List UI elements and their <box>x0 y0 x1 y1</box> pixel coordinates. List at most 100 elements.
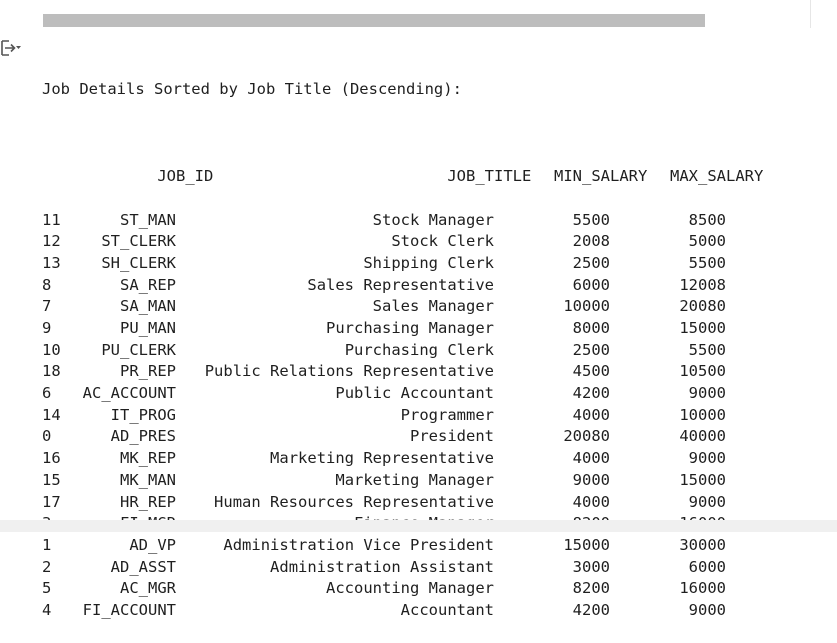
row-job-title: Human Resources Representative <box>214 492 494 511</box>
row-max-salary: 40000 <box>679 427 726 446</box>
row-max-salary: 16000 <box>679 579 726 598</box>
scrollbar-thumb[interactable] <box>43 14 705 27</box>
row-max-salary: 6000 <box>688 557 726 576</box>
row-max-salary: 10500 <box>679 362 726 381</box>
row-max-salary: 12008 <box>679 275 726 294</box>
row-job-title: Marketing Representative <box>270 449 494 468</box>
row-index: 2 <box>42 557 52 576</box>
row-index: 18 <box>42 362 61 381</box>
table-row: 7 SA_MAN Sales Manager 10000 20080 <box>42 296 763 318</box>
bottom-bar <box>0 520 837 532</box>
table-row: 11 ST_MAN Stock Manager 5500 8500 <box>42 210 763 232</box>
row-max-salary: 8500 <box>688 210 726 229</box>
row-job-id: SA_MAN <box>120 297 176 316</box>
row-job-title: Accountant <box>400 600 494 619</box>
row-index: 11 <box>42 210 61 229</box>
row-index: 17 <box>42 492 61 511</box>
row-max-salary: 9000 <box>688 492 726 511</box>
table-row: 0 AD_PRES President 20080 40000 <box>42 426 763 448</box>
row-max-salary: 15000 <box>679 470 726 489</box>
row-index: 8 <box>42 275 52 294</box>
row-index: 4 <box>42 600 52 619</box>
table-row: 1 AD_VP Administration Vice President 15000… <box>42 535 763 557</box>
row-job-id: MK_MAN <box>120 470 176 489</box>
row-min-salary: 20080 <box>563 427 610 446</box>
row-index: 14 <box>42 405 61 424</box>
row-job-id: MK_REP <box>120 449 176 468</box>
row-job-id: AC_ACCOUNT <box>82 384 176 403</box>
table-row: 16 MK_REP Marketing Representative 4000 9000 <box>42 448 763 470</box>
cell-output: Job Details Sorted by Job Title (Descend… <box>42 36 763 643</box>
row-job-title: Administration Assistant <box>270 557 494 576</box>
row-min-salary: 2500 <box>572 253 610 272</box>
output-title: Job Details Sorted by Job Title (Descend… <box>42 80 462 99</box>
row-max-salary: 9000 <box>688 449 726 468</box>
row-index: 5 <box>42 579 52 598</box>
row-job-id: ST_MAN <box>120 210 176 229</box>
table-row: 17 HR_REP Human Resources Representative 40… <box>42 492 763 514</box>
header-max-salary: MAX_SALARY <box>670 167 764 186</box>
row-job-id: AD_VP <box>129 535 176 554</box>
row-min-salary: 4500 <box>572 362 610 381</box>
table-row: 13 SH_CLERK Shipping Clerk 2500 5500 <box>42 253 763 275</box>
table-row: 9 PU_MAN Purchasing Manager 8000 15000 <box>42 318 763 340</box>
row-min-salary: 2500 <box>572 340 610 359</box>
row-job-id: PU_MAN <box>120 319 176 338</box>
row-min-salary: 4000 <box>572 405 610 424</box>
table-row: 5 AC_MGR Accounting Manager 8200 16000 <box>42 578 763 600</box>
row-job-id: AC_MGR <box>120 579 176 598</box>
row-job-title: Public Relations Representative <box>204 362 494 381</box>
row-max-salary: 9000 <box>688 600 726 619</box>
row-max-salary: 9000 <box>688 384 726 403</box>
row-job-id: PU_CLERK <box>101 340 176 359</box>
row-job-title: Public Accountant <box>335 384 494 403</box>
row-job-id: AD_PRES <box>110 427 176 446</box>
row-max-salary: 5000 <box>688 232 726 251</box>
row-job-id: AD_ASST <box>110 557 176 576</box>
row-job-title: Programmer <box>400 405 494 424</box>
table-header: JOB_ID JOB_TITLE MIN_SALARY MAX_SALARY <box>42 145 763 185</box>
row-job-title: Stock Manager <box>372 210 494 229</box>
output-toggle-icon[interactable] <box>0 38 22 60</box>
table-row: 14 IT_PROG Programmer 4000 10000 <box>42 405 763 427</box>
row-job-title: Accounting Manager <box>326 579 494 598</box>
divider <box>810 0 811 28</box>
row-min-salary: 4000 <box>572 449 610 468</box>
row-max-salary: 10000 <box>679 405 726 424</box>
row-index: 9 <box>42 319 52 338</box>
row-job-id: ST_CLERK <box>101 232 176 251</box>
row-max-salary: 30000 <box>679 535 726 554</box>
row-index: 6 <box>42 384 52 403</box>
row-job-title: Administration Vice President <box>223 535 494 554</box>
table-row: 8 SA_REP Sales Representative 6000 12008 <box>42 275 763 297</box>
row-index: 12 <box>42 232 61 251</box>
row-index: 7 <box>42 297 52 316</box>
row-job-id: IT_PROG <box>110 405 176 424</box>
table-row: 4 FI_ACCOUNT Accountant 4200 9000 <box>42 600 763 622</box>
row-job-title: Purchasing Manager <box>326 319 494 338</box>
row-min-salary: 4200 <box>572 600 610 619</box>
table-body: 11 ST_MAN Stock Manager 5500 8500 12 ST_CLERK S… <box>42 210 763 622</box>
row-job-id: SA_REP <box>120 275 176 294</box>
row-job-id: FI_ACCOUNT <box>82 600 176 619</box>
row-job-title: Marketing Manager <box>335 470 494 489</box>
table-row: 10 PU_CLERK Purchasing Clerk 2500 5500 <box>42 340 763 362</box>
row-min-salary: 6000 <box>572 275 610 294</box>
row-index: 1 <box>42 535 52 554</box>
row-index: 16 <box>42 449 61 468</box>
header-job-id: JOB_ID <box>157 167 214 186</box>
row-min-salary: 10000 <box>563 297 610 316</box>
row-job-title: Purchasing Clerk <box>344 340 494 359</box>
row-job-title: Sales Representative <box>307 275 494 294</box>
row-index: 0 <box>42 427 52 446</box>
row-index: 13 <box>42 253 61 272</box>
horizontal-scrollbar[interactable] <box>0 0 837 28</box>
table-row: 6 AC_ACCOUNT Public Accountant 4200 9000 <box>42 383 763 405</box>
row-job-id: HR_REP <box>120 492 176 511</box>
row-max-salary: 5500 <box>688 253 726 272</box>
table-row: 2 AD_ASST Administration Assistant 3000 6000 <box>42 557 763 579</box>
table-row: 12 ST_CLERK Stock Clerk 2008 5000 <box>42 231 763 253</box>
row-max-salary: 15000 <box>679 319 726 338</box>
row-min-salary: 8200 <box>572 579 610 598</box>
row-index: 10 <box>42 340 61 359</box>
